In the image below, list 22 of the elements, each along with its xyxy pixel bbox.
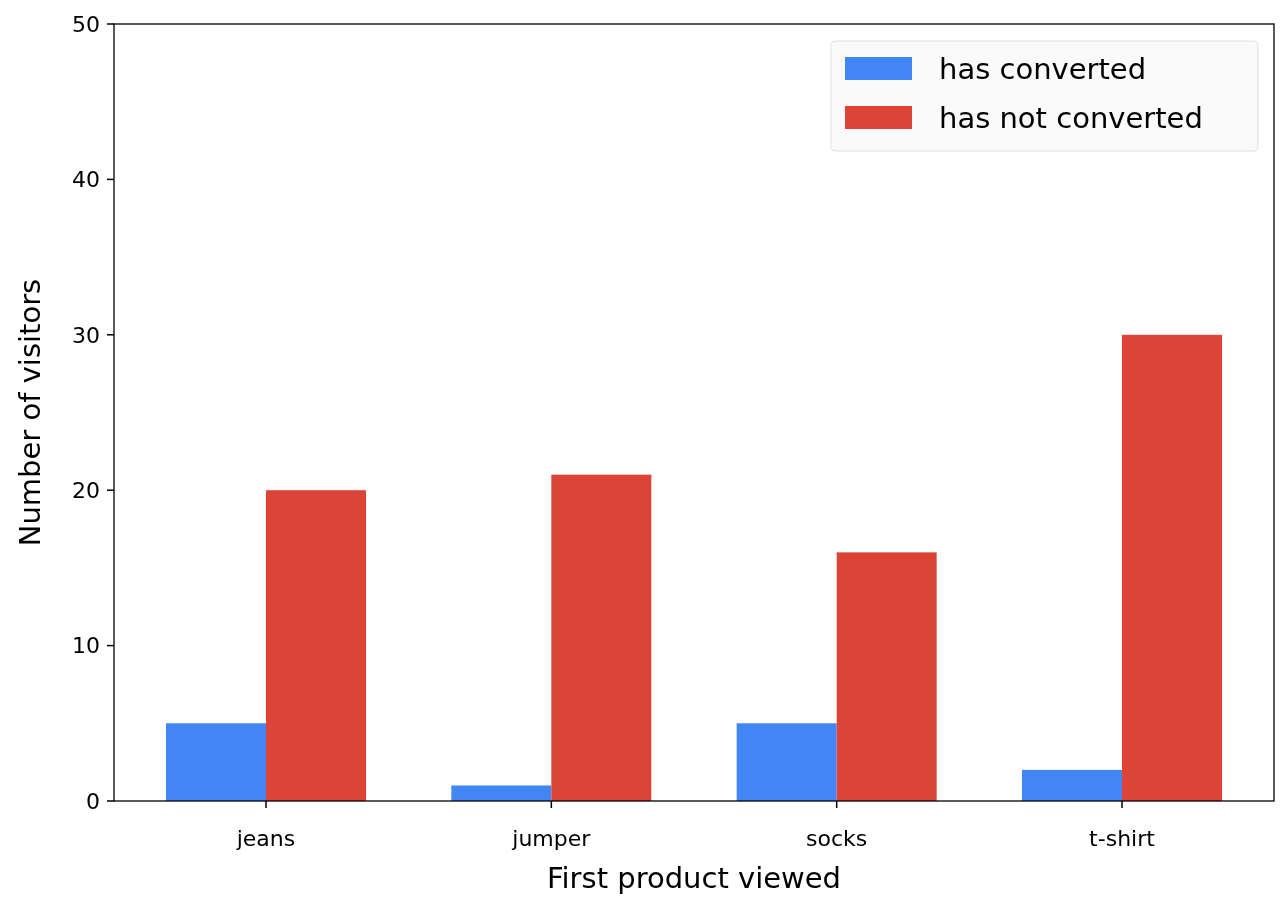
y-tick-label: 40: [72, 167, 100, 193]
x-tick-label: t-shirt: [1089, 826, 1156, 851]
y-tick-label: 50: [72, 11, 100, 37]
bar: [736, 723, 837, 801]
bar: [551, 474, 652, 801]
bar: [166, 723, 266, 801]
y-tick-label: 10: [72, 633, 100, 659]
legend-label: has not converted: [939, 101, 1203, 136]
x-tick-label: jeans: [235, 826, 296, 851]
x-tick-label: jumper: [511, 826, 592, 851]
bar: [1022, 769, 1122, 801]
bar: [1122, 334, 1222, 801]
bar: [266, 490, 366, 801]
y-tick-label: 0: [86, 788, 100, 814]
x-axis-title: First product viewed: [546, 861, 842, 895]
bar: [836, 552, 937, 801]
x-tick-label: socks: [806, 826, 868, 851]
legend-label: has converted: [939, 52, 1147, 87]
y-tick-label: 20: [72, 477, 100, 503]
y-tick-label: 30: [72, 322, 100, 348]
bar: [451, 785, 552, 801]
y-axis-title: Number of visitors: [13, 278, 47, 547]
